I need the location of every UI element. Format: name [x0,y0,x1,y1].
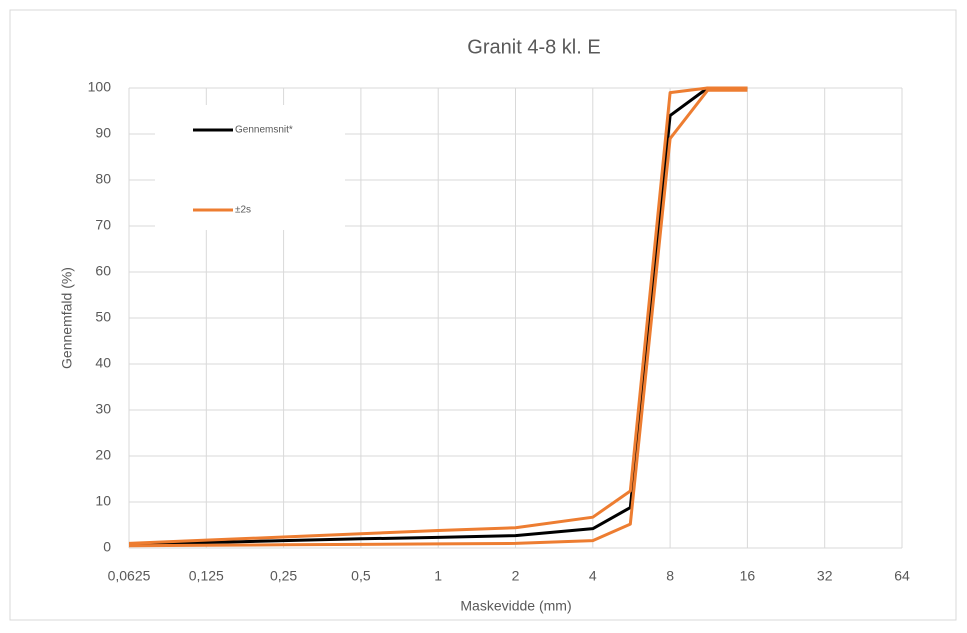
data-line [128,88,748,548]
y-tick-label: 30 [95,401,111,417]
y-tick-label: 0 [103,539,111,555]
y-tick-label: 80 [95,171,111,187]
x-tick-label: 0,5 [351,568,371,584]
y-tick-label: 60 [95,263,111,279]
y-axis-label: Gennemfald (%) [59,267,75,369]
y-tick-label: 10 [95,493,111,509]
legend-label: Gennemsnit* [235,125,293,136]
x-tick-label: 64 [894,568,910,584]
y-tick-label: 90 [95,125,111,141]
legend-box [155,105,345,230]
x-tick-label: 16 [740,568,756,584]
y-tick-label: 100 [88,79,112,95]
x-axis-label: Maskevidde (mm) [460,598,571,614]
x-tick-label: 2 [512,568,520,584]
y-tick-label: 20 [95,447,111,463]
y-tick-label: 50 [95,309,111,325]
data-line [128,86,748,546]
chart-title: Granit 4-8 kl. E [467,36,600,58]
data-line [128,86,748,545]
x-tick-label: 0,125 [189,568,224,584]
y-tick-label: 70 [95,217,111,233]
x-tick-label: 0,25 [270,568,297,584]
legend-label: ±2s [235,205,251,216]
y-tick-label: 40 [95,355,111,371]
x-tick-label: 0,0625 [108,568,151,584]
x-tick-label: 32 [817,568,833,584]
x-tick-label: 1 [434,568,442,584]
x-tick-label: 8 [666,568,674,584]
x-tick-label: 4 [589,568,597,584]
